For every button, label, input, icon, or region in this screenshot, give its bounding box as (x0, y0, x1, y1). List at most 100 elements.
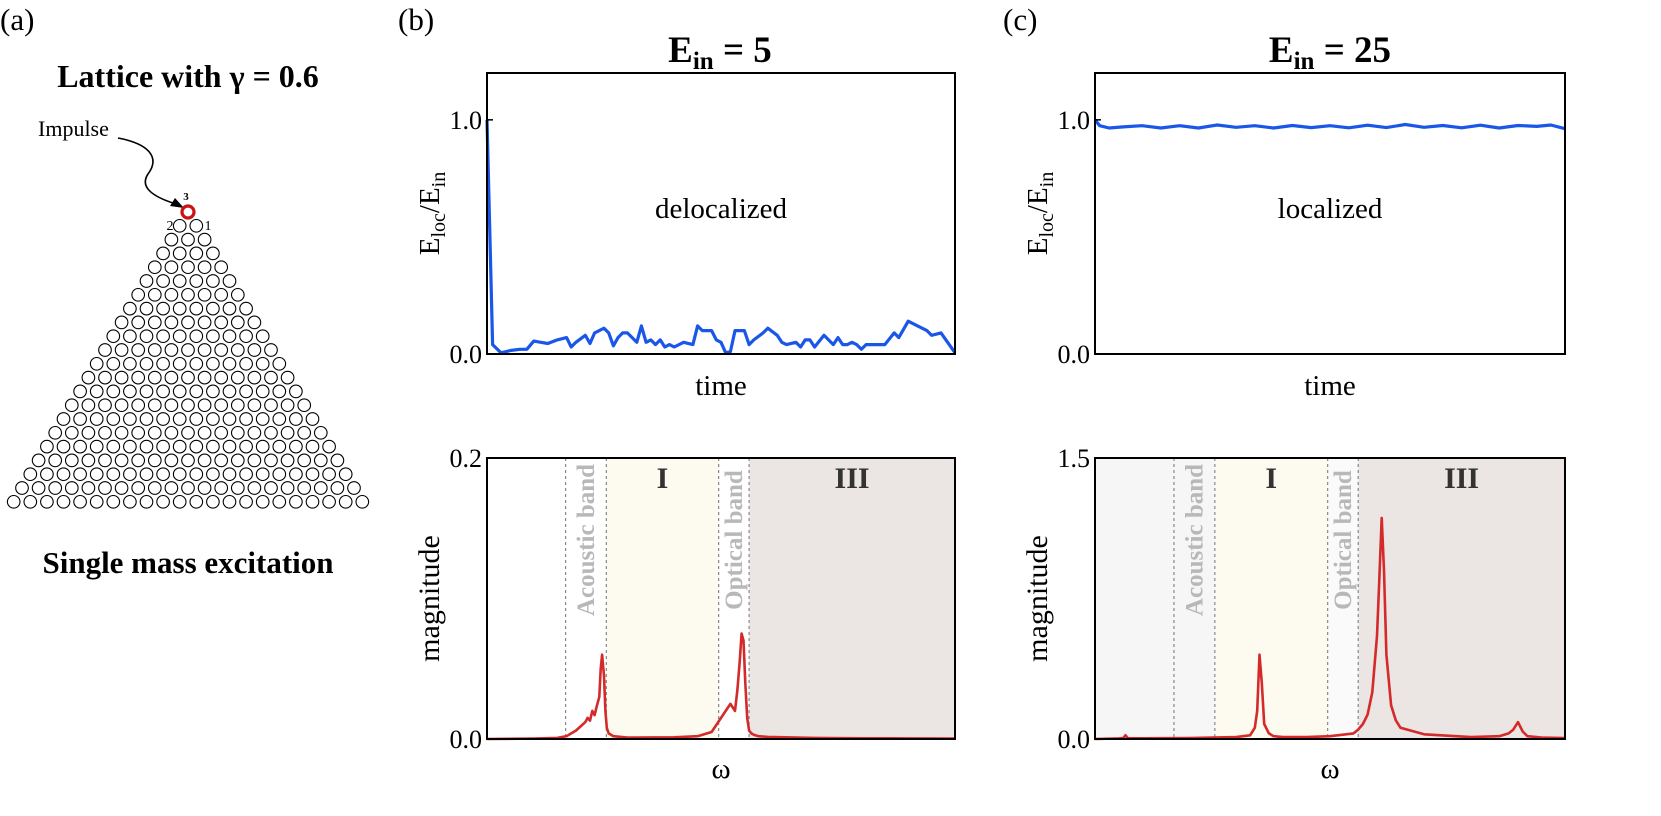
b_spectrum-data-point (612, 735, 615, 737)
lattice-node (181, 370, 195, 385)
c_time-data-point (1536, 125, 1538, 127)
lattice-node (40, 467, 54, 482)
lattice-node (197, 315, 212, 330)
lattice-node (23, 467, 38, 482)
lattice-node (189, 412, 204, 426)
b_time-data-point (697, 325, 699, 327)
b_spectrum-data-point (734, 710, 736, 712)
node-label-3: 3 (183, 191, 189, 203)
lattice-node (272, 494, 287, 509)
lattice-node (289, 384, 303, 399)
impulse-node (180, 204, 196, 220)
lattice-node (313, 453, 328, 468)
lattice-node (123, 412, 137, 426)
b_spectrum-y-label: magnitude (413, 535, 446, 662)
lattice-node (106, 384, 121, 399)
lattice-node (181, 287, 195, 302)
b_spectrum-data-point (589, 720, 591, 722)
lattice-node (181, 453, 195, 468)
b_spectrum-data-point (729, 703, 732, 705)
lattice-node (230, 398, 245, 413)
b_time-data-point (519, 348, 521, 350)
c_time-x-label: time (1304, 370, 1356, 402)
b_time-data-point (594, 332, 596, 334)
c_spectrum-region-III-label: III (1444, 462, 1479, 495)
lattice-node (206, 412, 220, 426)
lattice-node (123, 494, 137, 509)
c_spectrum-x-label: ω (1320, 753, 1339, 785)
lattice-node (239, 412, 253, 426)
lattice-node (189, 274, 204, 288)
lattice-node (172, 356, 187, 371)
b_spectrum-data-point (626, 737, 629, 739)
chart-b-time: 0.0 1.0 time Eloc/Ein delocalized (414, 72, 957, 402)
lattice-node (189, 356, 204, 371)
lattice-node (123, 329, 137, 344)
panel-a-title-prefix: Lattice with (57, 58, 229, 94)
c_spectrum-region-I-label: I (1265, 462, 1277, 495)
lattice-node (164, 370, 179, 385)
lattice-node (222, 439, 237, 454)
lattice-node (123, 356, 137, 371)
c_time-data-point (1498, 127, 1500, 129)
lattice-node (139, 384, 154, 399)
lattice-node (272, 384, 287, 399)
b_spectrum-data-point (753, 734, 755, 736)
b_spectrum-data-point (608, 732, 610, 735)
lattice-node (123, 301, 137, 316)
b_spectrum-data-point (598, 696, 600, 698)
lattice-node (239, 494, 253, 509)
c_spectrum-data-point (1517, 721, 1519, 723)
panel-a-title: Lattice with γ = 0.6 (57, 58, 319, 94)
lattice-node (313, 481, 328, 495)
lattice-node (114, 370, 129, 385)
lattice-node (214, 315, 229, 330)
lattice-node (264, 481, 278, 495)
y-label-mid: /E (1022, 187, 1054, 213)
lattice-node (247, 398, 262, 413)
lattice-node (56, 467, 71, 482)
lattice-node (197, 260, 212, 275)
panel-a-gamma: γ (229, 58, 245, 94)
panel-a-title-suffix: = 0.6 (245, 58, 319, 94)
b_time-data-point (683, 341, 685, 343)
band-region-region_I (1214, 458, 1328, 739)
c_spectrum-y-tick-label: 0.0 (1058, 725, 1091, 754)
c_spectrum-data-point (1124, 734, 1127, 736)
c_spectrum-data-point (1263, 723, 1265, 725)
lattice-node (114, 453, 129, 468)
lattice-node (114, 481, 129, 495)
panel-a-letter: (a) (0, 2, 34, 37)
b_time-data-point (748, 344, 750, 346)
panel-c-letter: (c) (1003, 2, 1037, 37)
impulse-arrow (117, 137, 177, 205)
chart-b-spectrum: Acoustic band I Optical band III 0.0 0.2 ω magn… (413, 444, 956, 785)
b_time-data-point (617, 337, 619, 339)
lattice-node (239, 329, 253, 344)
c_time-data-point (1310, 127, 1312, 129)
panel-c: (c) Ein = 25 0.01.0timeEloc/Einlocalized… (1003, 2, 1566, 785)
lattice-node (73, 467, 87, 482)
b_spectrum-data-point (566, 735, 568, 737)
b_spectrum-optical-band-label: Optical band (721, 470, 748, 610)
lattice-node (197, 232, 212, 247)
lattice-node (230, 425, 245, 440)
lattice-node (181, 425, 195, 440)
lattice-node (197, 481, 212, 495)
lattice-node (297, 481, 312, 495)
lattice-node (305, 439, 320, 454)
lattice-node (197, 287, 212, 302)
lattice-node (131, 453, 146, 468)
lattice-node (189, 218, 204, 233)
c_spectrum-data-point (1235, 736, 1237, 738)
lattice-node (123, 467, 137, 482)
lattice-node (172, 246, 187, 261)
lattice-node (230, 343, 245, 357)
lattice-node (106, 439, 121, 454)
lattice-node (206, 301, 220, 316)
lattice-node (239, 301, 253, 316)
b_time-data-point (509, 349, 511, 352)
b_spectrum-data-point (673, 736, 675, 738)
lattice-node (222, 384, 237, 399)
lattice-node (89, 384, 104, 399)
